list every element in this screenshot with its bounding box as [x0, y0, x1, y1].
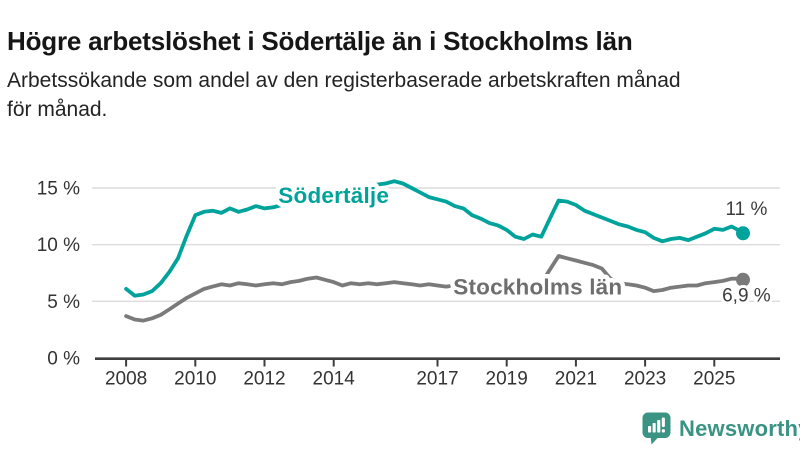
page-title: Högre arbetslöshet i Södertälje än i Sto… — [7, 26, 633, 57]
series-end-dot — [736, 272, 750, 287]
x-axis-label: 2008 — [105, 369, 147, 390]
series-end-dot — [736, 226, 750, 241]
x-axis-label: 2021 — [555, 369, 597, 390]
x-axis-ticks: 2008 2010 2012 2014 2017 2019 2021 2023 2025 — [105, 359, 735, 390]
x-axis-label: 2023 — [624, 369, 666, 390]
subtitle-line-1: Arbetssökande som andel av den registerb… — [7, 69, 681, 92]
end-value-label: 11 % — [725, 199, 767, 220]
y-axis-label: 5 % — [47, 292, 80, 313]
series-line-s-dert-lje — [124, 179, 745, 298]
x-axis-label: 2014 — [313, 369, 356, 390]
gridlines — [92, 187, 780, 302]
newsworthy-logo: Newsworthy — [642, 412, 800, 445]
y-axis-labels: 0 % 5 % 10 % 15 % — [37, 179, 80, 370]
y-axis-label: 0 % — [47, 349, 80, 370]
series-label: Stockholms län — [453, 274, 622, 299]
subtitle-line-2: för månad. — [7, 98, 108, 121]
x-axis-label: 2012 — [243, 369, 285, 390]
series-line-stockholms-l-n — [124, 254, 745, 323]
end-value-label: 6,9 % — [722, 286, 771, 307]
y-axis-label: 10 % — [37, 235, 80, 256]
series-label: Södertälje — [278, 183, 389, 208]
y-axis-label: 15 % — [37, 179, 80, 200]
chart-subtitle: Arbetssökande som andel av den registerb… — [7, 66, 793, 124]
x-axis-label: 2025 — [693, 369, 735, 390]
bar-chart-speech-bubble-icon — [642, 412, 671, 445]
brand-name: Newsworthy — [679, 415, 800, 441]
x-axis-label: 2019 — [486, 369, 528, 390]
x-axis-label: 2017 — [416, 369, 458, 390]
x-axis-label: 2010 — [174, 369, 216, 390]
